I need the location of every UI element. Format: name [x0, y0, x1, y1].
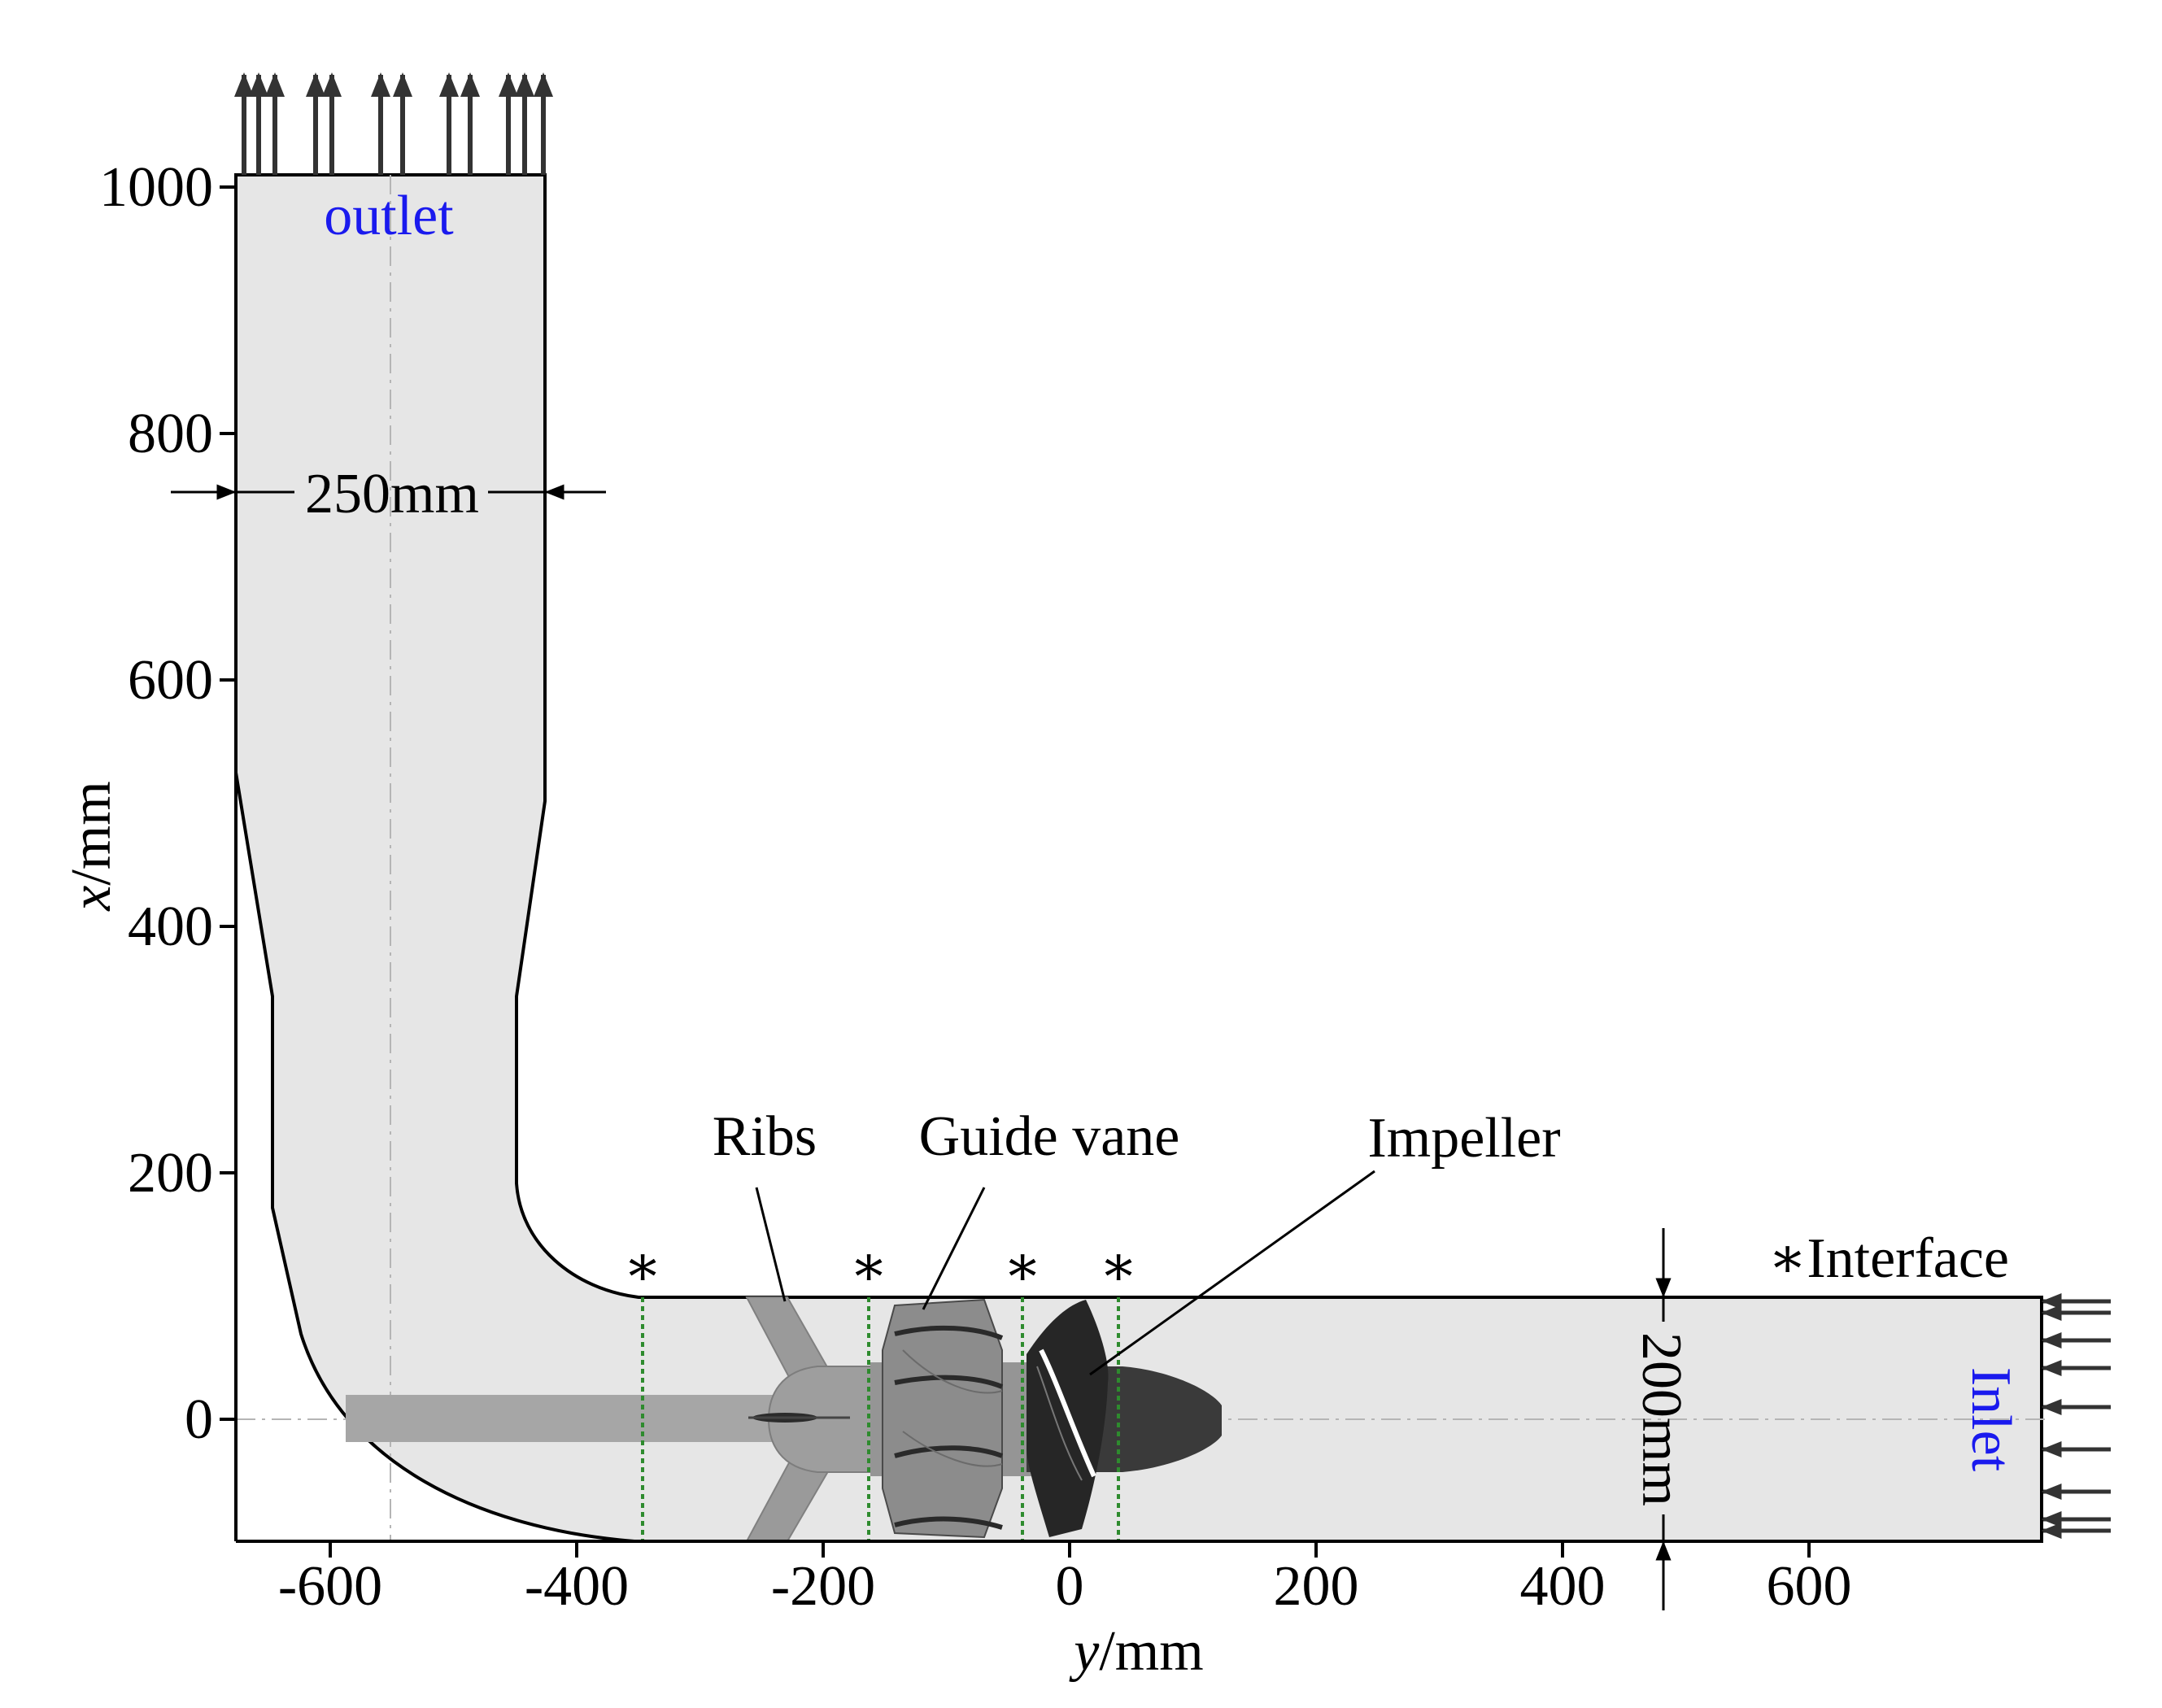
guide-vane-label: Guide vane [919, 1105, 1180, 1168]
inlet-flow-arrows [2041, 1293, 2111, 1539]
impeller [1027, 1300, 1222, 1537]
hub [767, 1366, 904, 1473]
y-tick-marks [220, 185, 236, 1421]
outlet-label: outlet [324, 185, 454, 247]
x-tick-marks [329, 1541, 1811, 1558]
y-tick-labels: 0 200 400 600 800 1000 [99, 156, 213, 1451]
interface-marker: ∗ [1003, 1235, 1042, 1298]
x-axis-title: y/mm [1069, 1620, 1203, 1683]
axes [234, 175, 2042, 1543]
inlet-label: Inlet [1959, 1367, 2022, 1472]
x-tick-label: 0 [1056, 1555, 1084, 1618]
x-tick-label: -600 [278, 1555, 382, 1618]
flow-domain [234, 173, 2043, 1543]
interface-label: ∗Interface [1768, 1227, 2009, 1290]
y-tick-label: 600 [128, 649, 213, 712]
y-tick-label: 400 [128, 895, 213, 958]
interface-marker: ∗ [849, 1235, 888, 1298]
impeller-label: Impeller [1367, 1107, 1560, 1170]
y-tick-label: 800 [128, 403, 213, 465]
ribs-label: Ribs [713, 1105, 817, 1168]
interface-marker: ∗ [623, 1235, 662, 1298]
inlet-width-label: 200mm [1630, 1332, 1693, 1506]
y-tick-label: 0 [185, 1388, 213, 1451]
x-tick-label: 400 [1520, 1555, 1606, 1618]
y-tick-label: 1000 [99, 156, 213, 219]
leader-lines [755, 1170, 1375, 1376]
outlet-width-label: 250mm [305, 463, 479, 525]
x-tick-label: -200 [771, 1555, 875, 1618]
outlet-flow-arrows [234, 72, 553, 175]
x-tick-labels: -600 -400 -200 0 200 400 600 [278, 1555, 1852, 1618]
guide-vane-blades [894, 1325, 1004, 1530]
x-tick-label: 200 [1274, 1555, 1359, 1618]
x-tick-label: -400 [525, 1555, 629, 1618]
interface-lines [641, 1297, 1120, 1541]
shaft [346, 1395, 801, 1442]
interface-marker: ∗ [1099, 1235, 1138, 1298]
y-tick-label: 200 [128, 1142, 213, 1205]
y-axis-title: x/mm [60, 781, 123, 911]
x-tick-label: 600 [1767, 1555, 1852, 1618]
guide-vane [882, 1298, 1003, 1539]
